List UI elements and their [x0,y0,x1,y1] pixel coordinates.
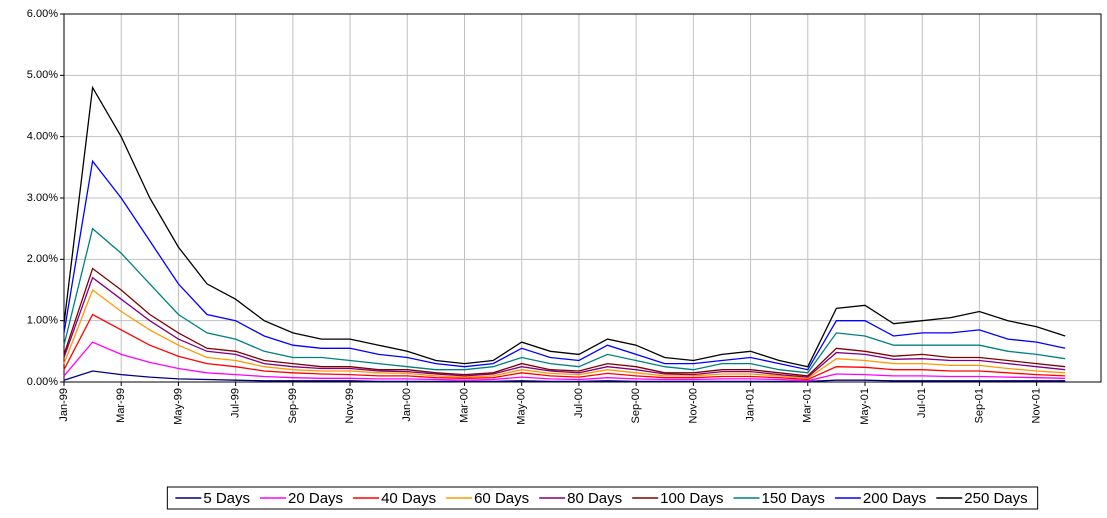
plot-border [63,13,1102,383]
legend-label: 250 Days [964,490,1027,507]
y-tick-label: 2.00% [27,253,58,265]
y-tick-label: 0.00% [27,376,58,388]
x-tick-label: Sep-00 [630,388,642,423]
legend-label: 60 Days [474,490,529,507]
series-line [63,313,1066,381]
series-line [63,159,1066,371]
legend-label: 150 Days [762,490,825,507]
x-tick-label: Sep-99 [287,388,299,423]
legend: 5 Days 20 Days 40 Days 60 Days 80 Days 100 Da… [166,486,1039,510]
x-tick-label: Nov-99 [344,388,356,423]
y-tick-label: 3.00% [27,192,58,204]
x-tick-label: Jan-00 [401,388,413,422]
legend-label: 40 Days [381,490,436,507]
x-tick-label: May-99 [172,388,184,425]
x-tick-label: Jul-01 [916,388,928,418]
x-tick-label: Sep-01 [973,388,985,423]
x-tick-label: Jan-99 [58,388,70,422]
x-tick-label: Mar-01 [802,388,814,423]
x-tick-label: May-01 [859,388,871,425]
legend-label: 5 Days [203,490,250,507]
legend-label: 200 Days [863,490,926,507]
y-tick-label: 5.00% [27,69,58,81]
x-tick-label: Jul-99 [230,388,242,418]
x-tick-label: Nov-00 [687,388,699,423]
series-line [63,267,1066,377]
y-tick-label: 6.00% [27,8,58,20]
x-tick-label: Nov-01 [1031,388,1043,423]
legend-box [166,486,1039,510]
x-tick-label: Jan-01 [744,388,756,422]
series-line [63,227,1066,374]
x-tick-label: Mar-99 [115,388,127,423]
legend-label: 100 Days [660,490,723,507]
y-tick-label: 1.00% [27,315,58,327]
x-tick-label: Mar-00 [458,388,470,423]
series-line [63,370,1066,383]
series-line [63,85,1066,368]
legend-label: 80 Days [567,490,622,507]
x-tick-label: Jul-00 [573,388,585,418]
series-line [63,288,1066,379]
series-line [63,276,1066,378]
legend-label: 20 Days [288,490,343,507]
y-tick-label: 4.00% [27,131,58,143]
series-line [63,341,1066,382]
x-tick-label: May-00 [516,388,528,425]
